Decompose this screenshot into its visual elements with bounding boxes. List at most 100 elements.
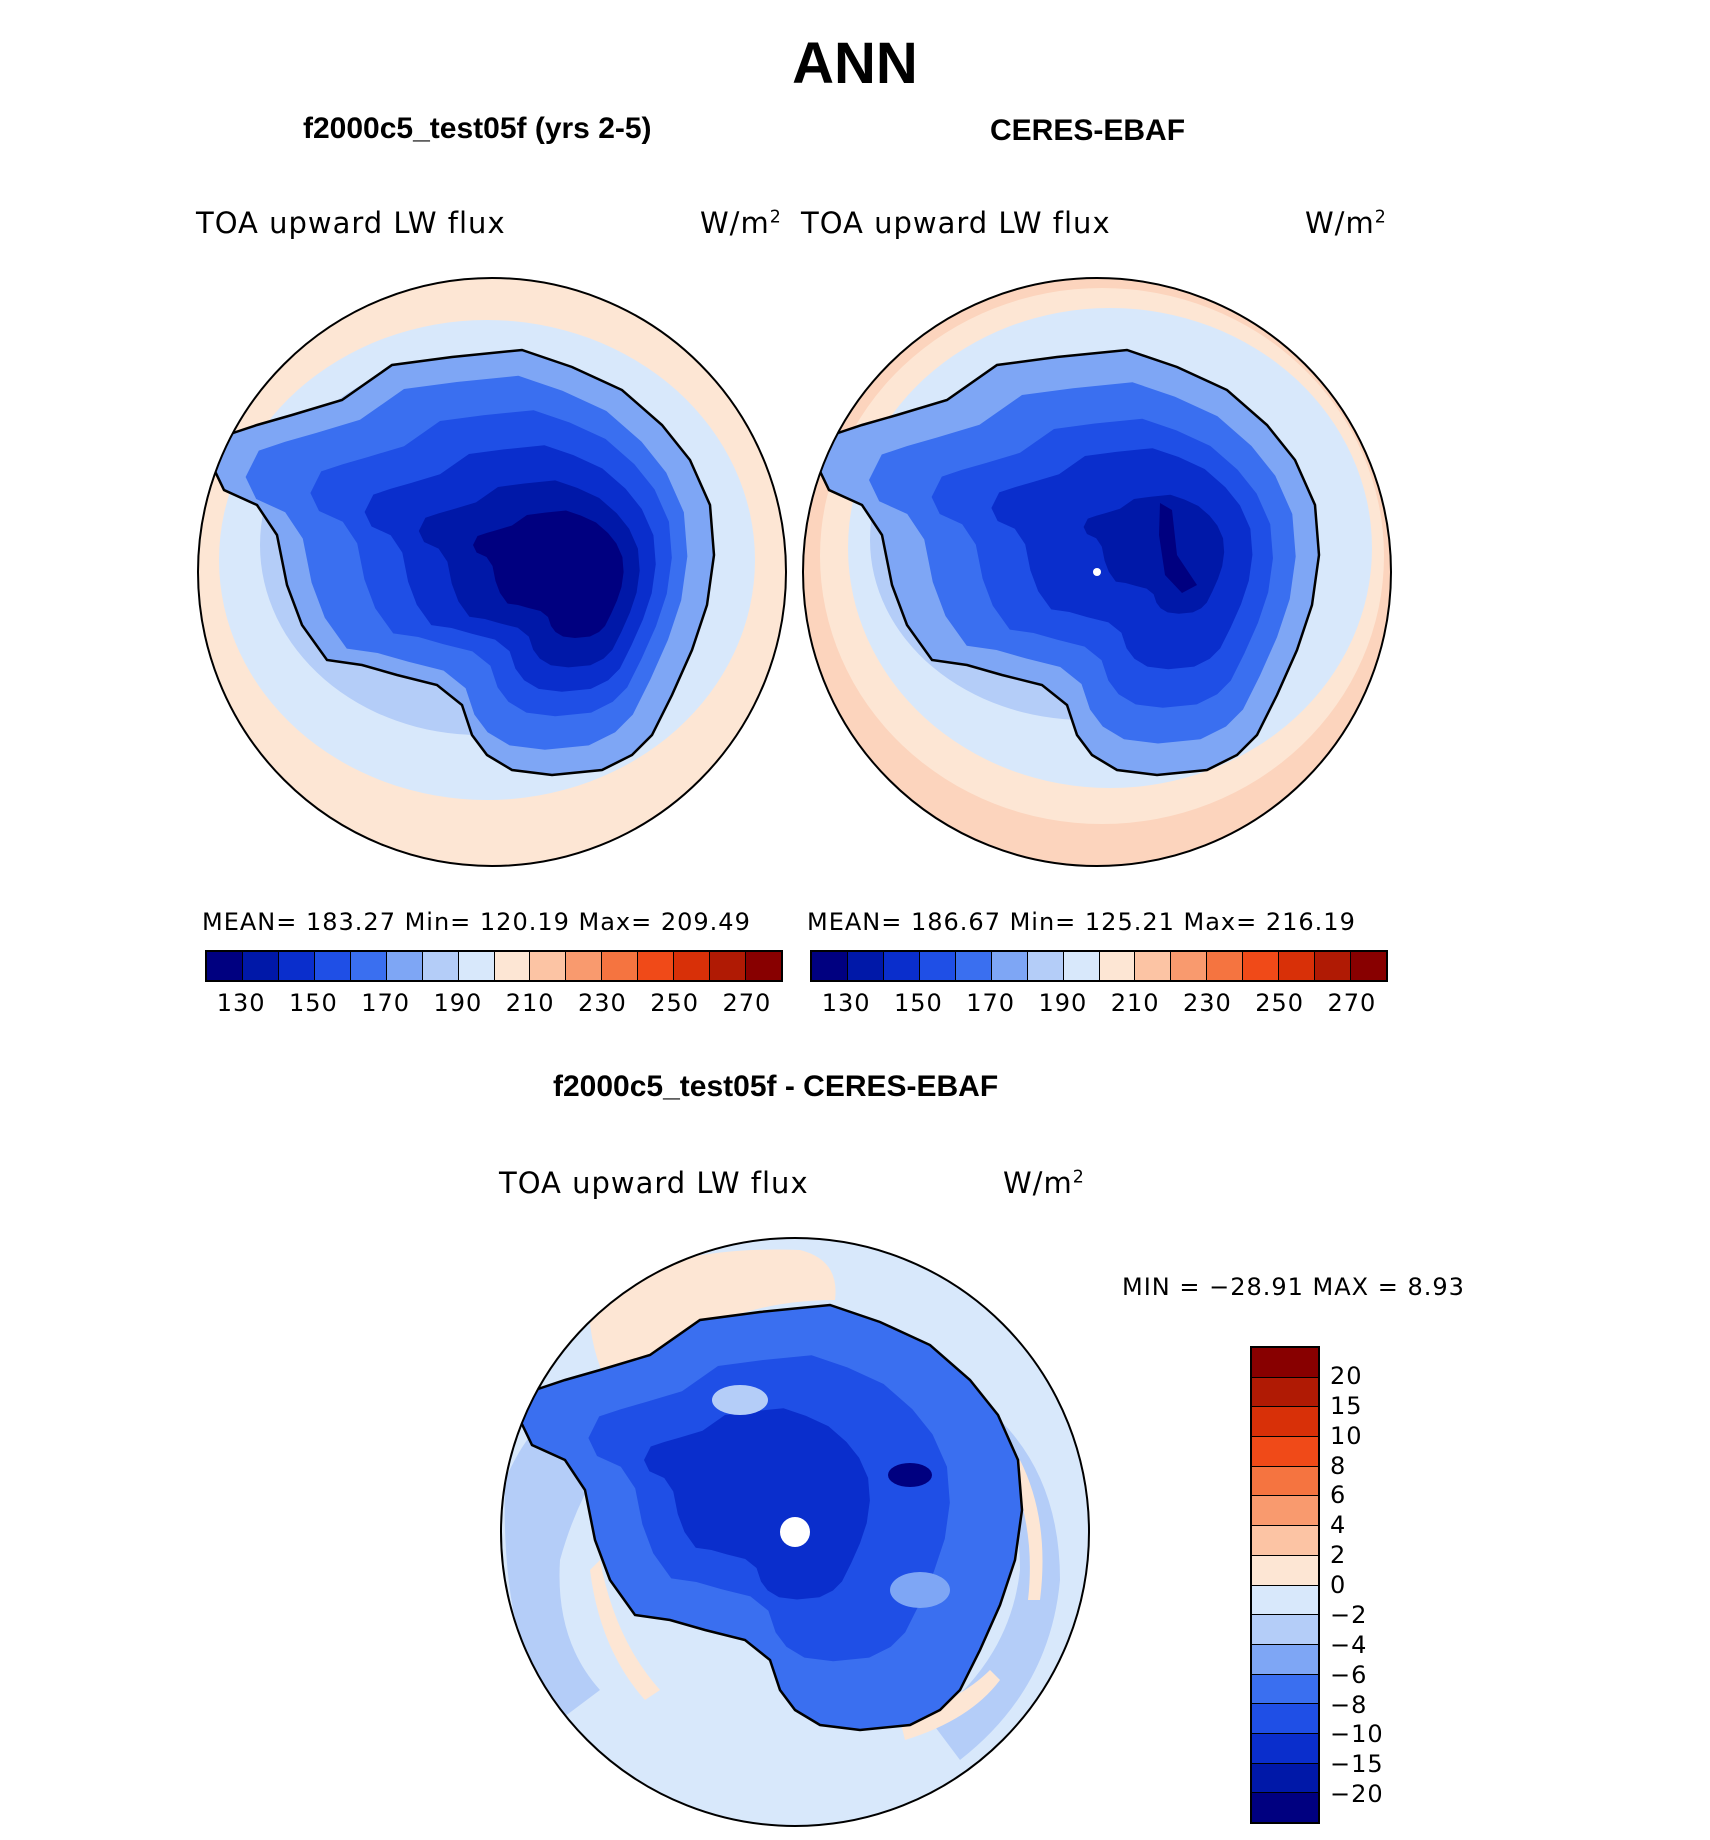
colorbar-tick-label: 130: [216, 989, 266, 1017]
colorbar-tick-label: −2: [1330, 1600, 1368, 1629]
colorbar-swatch: [812, 952, 848, 980]
colorbar-swatch: [1099, 952, 1136, 980]
diff-map: [500, 1237, 1090, 1827]
colorbar-tick-label: 230: [1182, 989, 1232, 1017]
colorbar-swatch: [1243, 952, 1280, 980]
colorbar-swatch: [674, 952, 711, 980]
colorbar-tick-label: −15: [1330, 1750, 1384, 1779]
colorbar-tick-label: 250: [1255, 989, 1305, 1017]
colorbar-swatch: [1252, 1763, 1318, 1794]
colorbar-tick-label: 0: [1330, 1571, 1347, 1599]
colorbar-swatch: [1252, 1555, 1318, 1586]
colorbar-swatch: [638, 952, 675, 980]
colorbar-swatch: [1171, 952, 1208, 980]
colorbar-swatch: [1351, 952, 1386, 980]
colorbar-tick-label: 130: [821, 989, 871, 1017]
colorbar-tick-label: 2: [1330, 1541, 1347, 1570]
colorbar-swatch: [710, 952, 747, 980]
main-title: ANN: [792, 31, 918, 96]
model-panel-title: f2000c5_test05f (yrs 2-5): [303, 112, 652, 145]
obs-variable-label: TOA upward LW flux: [801, 206, 1111, 240]
obs-panel-title: CERES-EBAF: [990, 114, 1186, 147]
colorbar-swatch: [847, 952, 884, 980]
diff-units-label: W/m2: [1003, 1166, 1085, 1200]
colorbar-swatch: [1252, 1377, 1318, 1408]
colorbar-tick-label: 150: [893, 989, 943, 1017]
colorbar-swatch: [1252, 1644, 1318, 1675]
obs-colorbar-ticks: 130 150 170 190 210 230 250 270: [810, 989, 1388, 1019]
colorbar-tick-label: 270: [1327, 989, 1377, 1017]
colorbar-swatch: [386, 952, 423, 980]
model-colorbar: [205, 950, 783, 982]
colorbar-swatch: [314, 952, 351, 980]
obs-stats: MEAN= 186.67 Min= 125.21 Max= 216.19: [807, 908, 1356, 936]
colorbar-swatch: [278, 952, 315, 980]
colorbar-swatch: [1252, 1526, 1318, 1556]
colorbar-swatch: [350, 952, 387, 980]
obs-map: [802, 277, 1392, 867]
colorbar-tick-label: 170: [966, 989, 1016, 1017]
colorbar-tick-label: 15: [1330, 1391, 1363, 1420]
colorbar-tick-label: 210: [505, 989, 555, 1017]
model-stats: MEAN= 183.27 Min= 120.19 Max= 209.49: [202, 908, 751, 936]
colorbar-tick-label: 20: [1330, 1361, 1363, 1390]
model-colorbar-ticks: 130 150 170 190 210 230 250 270: [205, 989, 783, 1019]
colorbar-swatch: [1252, 1704, 1318, 1734]
model-variable-label: TOA upward LW flux: [196, 206, 506, 240]
colorbar-tick-label: 250: [650, 989, 700, 1017]
colorbar-tick-label: 190: [433, 989, 483, 1017]
colorbar-tick-label: −10: [1330, 1720, 1384, 1749]
obs-colorbar: [810, 950, 1388, 982]
colorbar-swatch: [1252, 1407, 1318, 1438]
colorbar-tick-label: −8: [1330, 1690, 1368, 1719]
colorbar-swatch: [883, 952, 920, 980]
colorbar-tick-label: 210: [1110, 989, 1160, 1017]
colorbar-swatch: [1252, 1466, 1318, 1497]
diff-colorbar-ticks: 20 15 10 8 6 4 2 0 −2 −4 −6 −8 −10 −15 −20: [1330, 1346, 1410, 1824]
colorbar-swatch: [955, 952, 992, 980]
colorbar-swatch: [1252, 1615, 1318, 1645]
colorbar-swatch: [1252, 1348, 1318, 1378]
colorbar-swatch: [991, 952, 1028, 980]
colorbar-swatch: [1252, 1793, 1318, 1822]
colorbar-swatch: [458, 952, 495, 980]
colorbar-tick-label: 6: [1330, 1481, 1347, 1510]
colorbar-swatch: [566, 952, 603, 980]
model-map: [197, 277, 787, 867]
colorbar-swatch: [1135, 952, 1172, 980]
colorbar-swatch: [1279, 952, 1316, 980]
diff-colorbar: [1250, 1346, 1320, 1824]
colorbar-tick-label: 8: [1330, 1451, 1347, 1480]
colorbar-tick-label: 270: [722, 989, 772, 1017]
colorbar-tick-label: −4: [1330, 1630, 1368, 1659]
colorbar-tick-label: 170: [361, 989, 411, 1017]
diff-variable-label: TOA upward LW flux: [499, 1166, 809, 1200]
colorbar-tick-label: 190: [1038, 989, 1088, 1017]
colorbar-tick-label: 4: [1330, 1511, 1347, 1540]
colorbar-swatch: [919, 952, 956, 980]
colorbar-tick-label: 150: [288, 989, 338, 1017]
colorbar-swatch: [602, 952, 639, 980]
colorbar-swatch: [746, 952, 781, 980]
model-units-label: W/m2: [700, 206, 782, 240]
colorbar-swatch: [207, 952, 243, 980]
colorbar-swatch: [1315, 952, 1352, 980]
colorbar-swatch: [1207, 952, 1244, 980]
colorbar-swatch: [1252, 1585, 1318, 1616]
colorbar-swatch: [530, 952, 567, 980]
colorbar-swatch: [422, 952, 459, 980]
colorbar-swatch: [1252, 1674, 1318, 1705]
diff-stats: MIN = −28.91 MAX = 8.93: [1122, 1273, 1465, 1301]
obs-units-label: W/m2: [1305, 206, 1387, 240]
colorbar-tick-label: 10: [1330, 1421, 1363, 1450]
colorbar-swatch: [1027, 952, 1064, 980]
colorbar-swatch: [242, 952, 279, 980]
colorbar-swatch: [1252, 1733, 1318, 1764]
colorbar-tick-label: −20: [1330, 1780, 1384, 1809]
diff-panel-title: f2000c5_test05f - CERES-EBAF: [553, 1070, 999, 1103]
colorbar-swatch: [1252, 1437, 1318, 1467]
colorbar-tick-label: −6: [1330, 1660, 1368, 1689]
colorbar-swatch: [1252, 1496, 1318, 1527]
colorbar-tick-label: 230: [577, 989, 627, 1017]
